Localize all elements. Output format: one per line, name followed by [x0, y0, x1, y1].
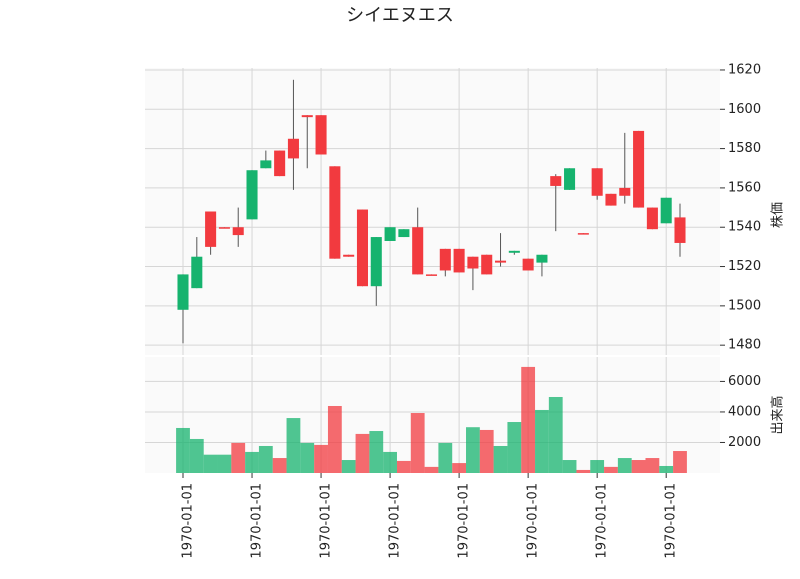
volume-bar [286, 418, 301, 473]
candle-body [232, 227, 244, 236]
candle-body [246, 170, 258, 220]
candle-body [633, 130, 645, 208]
y-tick-label: 1520 [728, 259, 761, 274]
volume-tick-label: 2000 [728, 435, 761, 450]
x-tick-label: 1970-01-01 [250, 483, 265, 559]
volume-bar [659, 465, 674, 473]
candle-body [425, 274, 438, 276]
volume-bar [396, 460, 411, 473]
candle-body [218, 227, 230, 229]
y-axis-label: 株価 [771, 202, 786, 228]
candle-body [508, 250, 520, 253]
volume-bar [617, 458, 632, 473]
y-tick-label: 1540 [728, 220, 761, 235]
volume-bar [479, 429, 494, 473]
volume-bar [203, 454, 218, 473]
candle-body [481, 254, 493, 275]
volume-bar [327, 405, 342, 473]
chart-title: シイエヌエス [346, 5, 454, 26]
candle-body [384, 227, 396, 241]
candle-body [301, 115, 313, 118]
volume-bar [631, 460, 646, 473]
candle-body [495, 260, 507, 263]
volume-bar [673, 451, 687, 473]
volume-bar [258, 445, 273, 473]
y-tick-label: 1620 [728, 62, 761, 77]
candle-body [315, 115, 327, 155]
candle-body [343, 254, 355, 257]
volume-bar [604, 466, 618, 473]
candle-body [398, 229, 410, 238]
volume-bar [355, 433, 370, 473]
volume-bar [369, 431, 384, 473]
x-tick-label: 1970-01-01 [595, 483, 610, 559]
candle-body [467, 256, 479, 269]
volume-bar [452, 463, 467, 473]
price-panel [145, 68, 720, 355]
volume-bar [576, 469, 591, 473]
candle-body [329, 166, 341, 259]
volume-bar [231, 442, 246, 473]
volume-bar [410, 413, 425, 473]
candle-body [439, 248, 451, 271]
x-tick-label: 1970-01-01 [526, 483, 541, 559]
volume-bar [548, 396, 563, 473]
candle-body [522, 258, 534, 271]
candle-body [356, 209, 368, 287]
y-tick-label: 1480 [728, 338, 761, 353]
volume-bar [383, 451, 397, 473]
volume-bar [300, 442, 315, 473]
volume-bar [176, 427, 190, 473]
volume-bar [245, 451, 259, 473]
volume-bar [507, 422, 522, 473]
x-tick-label: 1970-01-01 [457, 483, 472, 559]
candle-body [412, 227, 424, 275]
candle-body [205, 211, 217, 247]
candle-body [646, 207, 658, 230]
volume-bar [438, 442, 453, 473]
candle-body [191, 256, 203, 289]
candle-body [260, 160, 272, 169]
y-tick-label: 1500 [728, 298, 761, 313]
candle-body [370, 237, 382, 287]
volume-tick-label: 6000 [728, 374, 761, 389]
y-tick-label: 1560 [728, 180, 761, 195]
candle-body [536, 254, 548, 263]
candle-body [564, 168, 576, 190]
x-tick-label: 1970-01-01 [319, 483, 334, 559]
candle-body [660, 197, 672, 224]
volume-bar [217, 454, 232, 473]
volume-bar [562, 460, 577, 473]
volume-bar [521, 366, 536, 473]
y-tick-label: 1600 [728, 102, 761, 117]
candle-body [674, 217, 686, 243]
candle-body [619, 187, 631, 196]
y-tick-label: 1580 [728, 141, 761, 156]
volume-bar [645, 458, 660, 473]
volume-bar [341, 460, 356, 473]
x-tick-label: 1970-01-01 [388, 483, 403, 559]
volume-bar [590, 460, 605, 473]
candle-body [274, 150, 286, 177]
volume-tick-label: 4000 [728, 404, 761, 419]
candle-body [453, 248, 465, 273]
candle-body [591, 168, 603, 196]
volume-bar [189, 438, 204, 473]
candle-body [577, 233, 589, 235]
candle-body [287, 138, 299, 159]
x-tick-label: 1970-01-01 [664, 483, 679, 559]
x-tick-label: 1970-01-01 [181, 483, 196, 559]
volume-axis-label: 出来高 [770, 395, 786, 434]
volume-bar [314, 444, 328, 473]
volume-bar [493, 445, 508, 473]
volume-bar [535, 409, 549, 473]
volume-bar [424, 466, 439, 473]
volume-bar [466, 427, 480, 473]
candle-body [177, 274, 189, 310]
candle-body [550, 176, 562, 186]
volume-bar [272, 458, 287, 473]
candle-body [605, 193, 617, 206]
